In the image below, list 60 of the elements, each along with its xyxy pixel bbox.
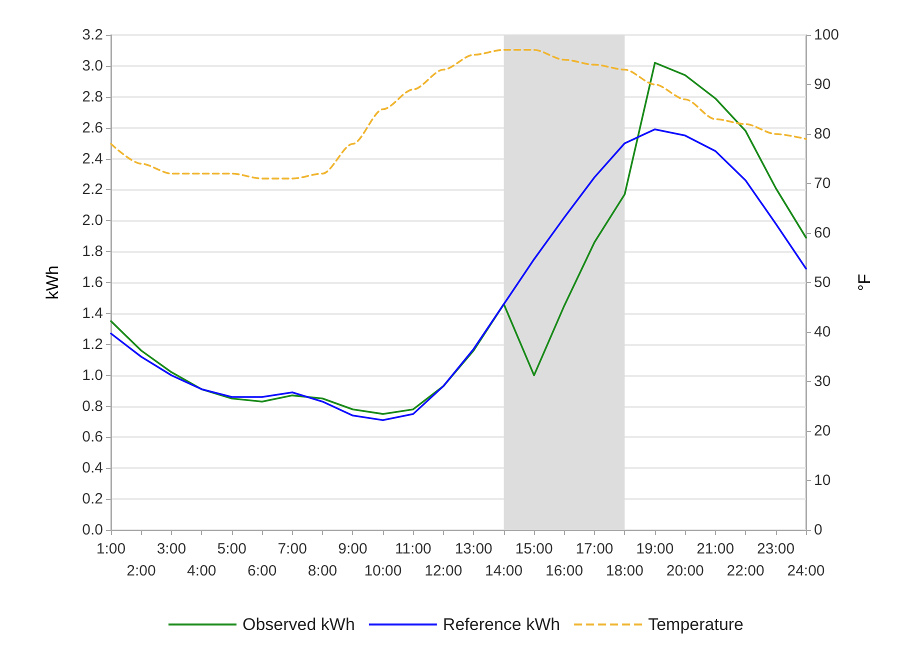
x-tick-label: 17:00 — [576, 540, 614, 558]
x-tick-label: 15:00 — [515, 540, 553, 558]
y2-tick-label: 90 — [814, 76, 831, 93]
y-tick-label: 1.8 — [82, 243, 103, 260]
y-tick-label: 2.6 — [82, 119, 103, 136]
y2-tick-label: 0 — [814, 522, 822, 538]
x-tick-label: 14:00 — [485, 562, 523, 580]
line-series — [110, 48, 807, 180]
x-tick-label: 20:00 — [666, 562, 704, 580]
x-tick-label: 16:00 — [545, 562, 584, 580]
x-tick-label: 8:00 — [308, 562, 338, 580]
y-tick-label: 0.2 — [82, 490, 103, 508]
y2-tick-label: 50 — [814, 274, 831, 291]
y-tick-label: 1.4 — [82, 304, 103, 322]
x-tick-label: 21:00 — [696, 540, 734, 558]
legend-label: Observed kWh — [242, 615, 355, 634]
y-tick-label: 0.4 — [82, 460, 103, 477]
y2-tick-label: 10 — [814, 472, 831, 489]
x-tick-label: 13:00 — [454, 540, 492, 558]
y2-tick-label: 60 — [814, 224, 831, 242]
y-tick-label: 2.4 — [82, 150, 103, 168]
x-tick-label: 2:00 — [126, 562, 156, 580]
y2-tick-label: 40 — [814, 324, 831, 340]
x-tick-label: 1:00 — [96, 540, 126, 558]
x-tick-label: 4:00 — [187, 562, 216, 580]
x-tick-label: 9:00 — [338, 540, 368, 558]
y-tick-label: 2.0 — [82, 212, 103, 230]
x-tick-label: 19:00 — [636, 540, 674, 558]
x-tick-label: 7:00 — [278, 540, 307, 558]
y2-tick-label: 70 — [814, 175, 831, 192]
y2-tick-label: 20 — [814, 422, 831, 440]
x-tick-label: 12:00 — [424, 562, 462, 580]
x-tick-label: 23:00 — [757, 540, 795, 558]
x-tick-label: 24:00 — [787, 562, 825, 580]
y2-tick-label: 100 — [814, 26, 840, 44]
y2-tick-label: 30 — [814, 373, 831, 390]
y-tick-label: 0.8 — [82, 398, 103, 415]
x-tick-label: 3:00 — [156, 540, 186, 558]
line-series — [110, 62, 807, 415]
legend-label: Temperature — [648, 615, 744, 634]
y-tick-label: 3.2 — [82, 26, 103, 44]
x-tick-label: 6:00 — [247, 562, 277, 580]
y-tick-label: 2.8 — [82, 88, 103, 106]
y-tick-label: 3.0 — [82, 57, 103, 74]
y2-tick-label: 80 — [814, 126, 831, 142]
line-series — [110, 128, 807, 422]
x-tick-label: 5:00 — [217, 540, 246, 558]
x-tick-label: 22:00 — [726, 562, 764, 580]
y-tick-label: 2.2 — [82, 181, 103, 198]
legend-label: Reference kWh — [442, 615, 560, 634]
y-tick-label: 0.0 — [82, 522, 103, 538]
y-tick-label: 1.2 — [82, 336, 103, 353]
x-tick-label: 18:00 — [606, 562, 644, 580]
y-tick-label: 1.6 — [82, 274, 103, 291]
y-axis-title: kWh — [43, 266, 62, 300]
x-tick-label: 11:00 — [394, 540, 432, 558]
y-tick-label: 0.6 — [82, 428, 103, 446]
y2-axis-title: °F — [855, 274, 874, 292]
y-tick-label: 1.0 — [82, 366, 103, 384]
x-tick-label: 10:00 — [364, 562, 402, 580]
